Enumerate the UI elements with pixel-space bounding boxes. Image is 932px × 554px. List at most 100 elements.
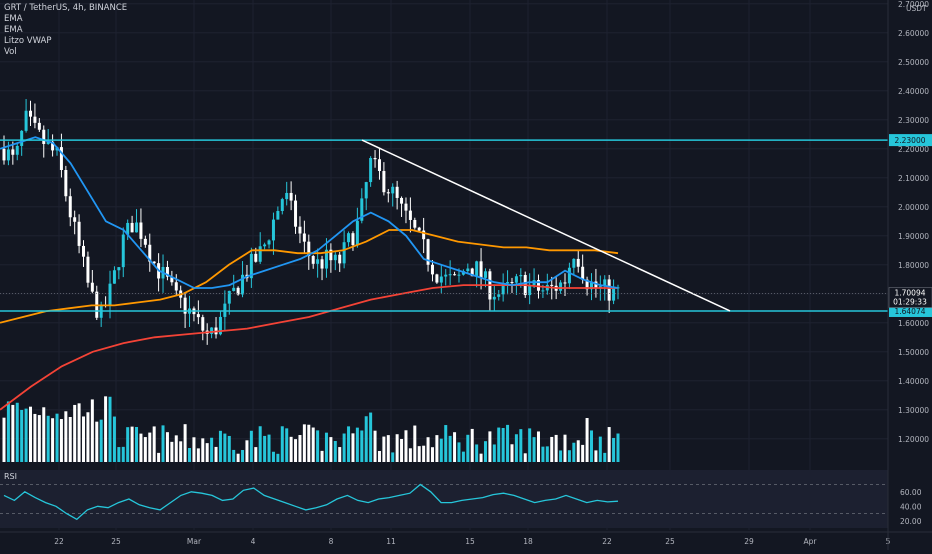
candle-body [258, 246, 262, 262]
candle-body [536, 280, 540, 291]
x-tick-label: 18 [523, 537, 533, 546]
volume-bar [417, 446, 421, 462]
x-tick-label: 8 [329, 537, 334, 546]
volume-bar [223, 433, 227, 462]
candle-body [183, 297, 187, 314]
candle-body [267, 240, 271, 245]
y-tick-label: 2.00000 [898, 203, 929, 212]
candle-body [289, 192, 293, 201]
volume-bar [285, 428, 289, 462]
volume-bar [241, 449, 245, 462]
volume-bar [302, 424, 306, 462]
x-tick-label: 15 [465, 537, 475, 546]
volume-bar [104, 396, 108, 462]
volume-bar [541, 446, 545, 462]
volume-bar [227, 435, 231, 462]
volume-bar [603, 452, 607, 462]
current-price-label: 1.70094 [894, 289, 925, 298]
candle-body [307, 241, 311, 257]
candle-body [316, 259, 320, 264]
currency-label: USDT [906, 4, 927, 13]
candle-body [320, 259, 324, 269]
volume-bar [289, 436, 293, 462]
candle-body [426, 239, 430, 265]
candle-body [33, 116, 37, 123]
candle-body [417, 227, 421, 231]
legend-ema-2[interactable]: EMA [4, 25, 23, 35]
volume-bar [400, 438, 404, 462]
volume-bar [386, 435, 390, 462]
volume-bar [506, 424, 510, 462]
candle-body [174, 282, 178, 291]
legend-vwap[interactable]: Litzo VWAP [4, 36, 52, 46]
legend-ema-1[interactable]: EMA [4, 14, 23, 24]
y-tick-label: 2.30000 [898, 116, 929, 125]
volume-bar [258, 426, 262, 462]
volume-bar [24, 408, 28, 462]
trendline [361, 139, 731, 312]
candle-body [400, 197, 404, 204]
volume-bar [148, 432, 152, 462]
candle-body [126, 222, 130, 235]
volume-bar [179, 441, 183, 462]
volume-bar [139, 433, 143, 462]
y-tick-label: 1.90000 [898, 232, 929, 241]
volume-bar [404, 430, 408, 462]
volume-bar [342, 433, 346, 462]
candle-body [117, 267, 121, 271]
candle-body [294, 200, 298, 227]
volume-bar [519, 429, 523, 462]
candle-body [241, 274, 245, 295]
candle-body [347, 233, 351, 243]
volume-bar [254, 447, 258, 462]
volume-bar [82, 416, 86, 462]
legend-vol[interactable]: Vol [4, 47, 17, 57]
volume-bar [192, 437, 196, 462]
volume-bar [470, 428, 474, 462]
candle-body [567, 267, 571, 284]
candle-body [20, 130, 24, 146]
volume-bar [33, 413, 37, 462]
candle-body [201, 317, 205, 331]
volume-bar [514, 434, 518, 462]
volume-bar [572, 442, 576, 462]
candle-body [227, 290, 231, 304]
candle-body [514, 276, 518, 283]
candle-body [82, 245, 86, 257]
volume-bar [59, 419, 63, 462]
candle-body [2, 148, 6, 161]
volume-bar [329, 437, 333, 462]
volume-bar [15, 402, 19, 462]
candle-body [338, 254, 342, 264]
candle-body [236, 287, 240, 295]
volume-bar [170, 441, 174, 462]
candle-body [435, 274, 439, 283]
candle-body [59, 147, 63, 171]
candle-body [165, 266, 169, 277]
volume-bar [188, 448, 192, 462]
volume-bar [6, 401, 10, 462]
y-tick-label: 1.30000 [898, 406, 929, 415]
candle-body [497, 294, 501, 297]
volume-bar [439, 438, 443, 462]
volume-bar [320, 450, 324, 462]
candle-body [15, 145, 19, 155]
rsi-pane: RSI [0, 470, 888, 528]
candle-body [148, 244, 152, 262]
volume-bars [2, 396, 620, 462]
volume-bar [307, 424, 311, 462]
legend: GRT / TetherUS, 4h, BINANCE EMA EMA Litz… [4, 3, 127, 58]
volume-bar [559, 450, 563, 462]
ema-slow-line [0, 229, 619, 324]
volume-bar [152, 426, 156, 462]
candle-body [302, 233, 306, 242]
volume-bar [121, 446, 125, 462]
volume-bar [99, 419, 103, 462]
volume-bar [55, 413, 59, 462]
resistance-tag-label: 2.23000 [894, 136, 925, 145]
x-tick-label: 29 [744, 537, 754, 546]
candle-body [196, 314, 200, 318]
rsi-background [0, 470, 888, 528]
